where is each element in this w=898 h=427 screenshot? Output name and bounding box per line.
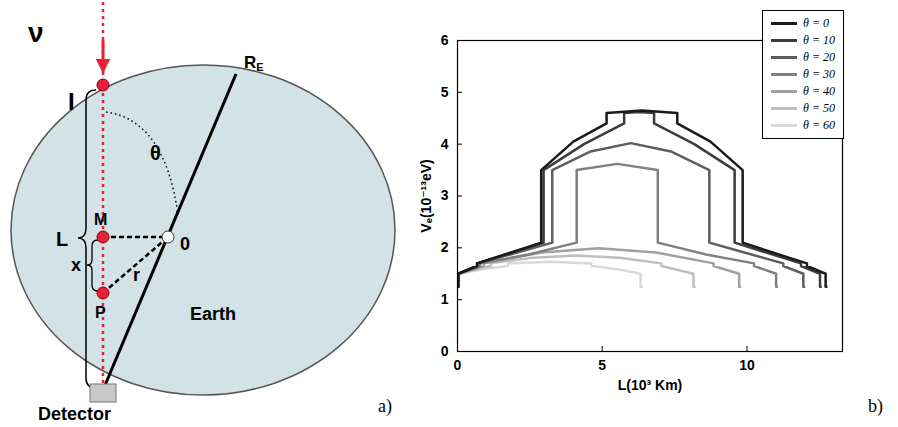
svg-text:r: r xyxy=(133,265,140,285)
svg-text:M: M xyxy=(94,211,107,228)
svg-text:6: 6 xyxy=(441,32,449,48)
html-text:θ = 60: θ = 60 xyxy=(803,118,835,132)
svg-text:ν: ν xyxy=(28,17,44,48)
html-text:θ = 10: θ = 10 xyxy=(803,33,835,47)
html-text:θ = 0: θ = 0 xyxy=(803,16,829,30)
html-text:a): a) xyxy=(378,396,392,416)
svg-text:5: 5 xyxy=(441,84,449,100)
svg-text:Detector: Detector xyxy=(38,404,111,424)
svg-text:L(10³ Km): L(10³ Km) xyxy=(618,377,683,393)
svg-text:10: 10 xyxy=(739,357,755,373)
svg-text:0: 0 xyxy=(441,343,449,359)
html-text:b): b) xyxy=(868,396,883,416)
svg-text:Earth: Earth xyxy=(190,304,236,324)
svg-text:0: 0 xyxy=(180,234,190,254)
svg-text:5: 5 xyxy=(598,357,606,373)
svg-text:2: 2 xyxy=(441,239,449,255)
svg-text:4: 4 xyxy=(441,136,449,152)
svg-text:P: P xyxy=(95,304,106,321)
svg-text:x: x xyxy=(71,255,81,275)
svg-text:Vₑ(10⁻¹³eV): Vₑ(10⁻¹³eV) xyxy=(418,159,434,232)
svg-text:I: I xyxy=(68,88,75,115)
svg-text:1: 1 xyxy=(441,291,449,307)
html-text:θ = 20: θ = 20 xyxy=(803,50,835,64)
svg-text:3: 3 xyxy=(441,187,449,203)
svg-text:RE: RE xyxy=(244,53,264,73)
svg-text:0: 0 xyxy=(454,357,462,373)
svg-text:L: L xyxy=(56,228,68,250)
html-text:θ = 30: θ = 30 xyxy=(803,67,835,81)
html-text:θ = 40: θ = 40 xyxy=(803,84,835,98)
svg-text:θ: θ xyxy=(150,142,161,164)
html-text:θ = 50: θ = 50 xyxy=(803,101,835,115)
